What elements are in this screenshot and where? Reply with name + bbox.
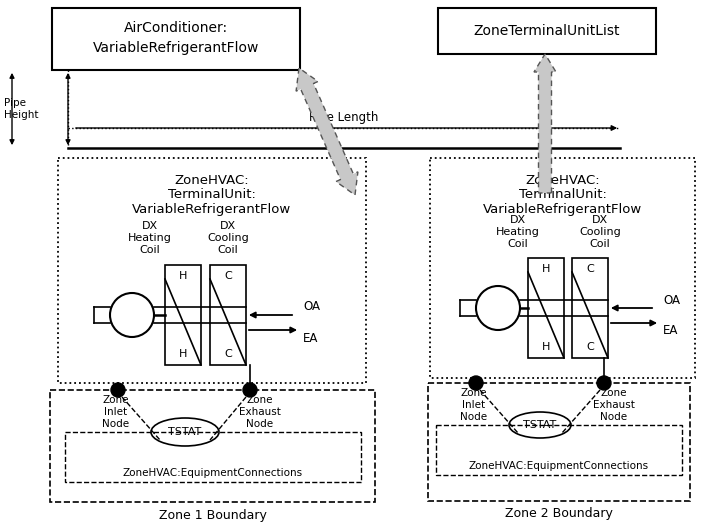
Text: EA: EA [303,331,319,344]
Text: Pipe Length: Pipe Length [309,111,379,124]
Polygon shape [296,68,358,195]
Circle shape [597,376,611,390]
Text: Zone
Inlet
Node: Zone Inlet Node [103,395,130,428]
Text: Zone
Exhaust
Node: Zone Exhaust Node [239,395,281,428]
Text: TSTAT: TSTAT [523,420,556,430]
Text: AirConditioner:: AirConditioner: [124,21,228,35]
Text: EA: EA [663,324,678,338]
Text: C: C [586,264,594,274]
Text: C: C [224,271,232,281]
Text: VariableRefrigerantFlow: VariableRefrigerantFlow [132,204,292,216]
Bar [210,265,246,365]
Bar [430,158,695,378]
Text: DX
Heating
Coil: DX Heating Coil [128,222,172,255]
Text: H: H [179,349,187,359]
Bar [165,265,201,365]
Circle shape [469,376,483,390]
Text: VariableRefrigerantFlow: VariableRefrigerantFlow [483,204,642,216]
Text: TerminalUnit:: TerminalUnit: [518,188,607,202]
Text: Zone
Inlet
Node: Zone Inlet Node [460,388,488,422]
Bar [436,425,682,475]
Bar [438,8,656,54]
Text: DX
Heating
Coil: DX Heating Coil [496,215,540,249]
Bar [528,258,564,358]
Text: H: H [542,264,550,274]
Text: C: C [224,349,232,359]
Text: VariableRefrigerantFlow: VariableRefrigerantFlow [93,41,259,55]
Text: Zone 1 Boundary: Zone 1 Boundary [159,509,266,521]
Text: Pipe
Height: Pipe Height [4,98,38,120]
Bar [572,258,608,358]
Text: C: C [586,342,594,352]
Text: TSTAT: TSTAT [169,427,202,437]
Text: ZoneHVAC:EquipmentConnections: ZoneHVAC:EquipmentConnections [123,468,303,478]
Text: Zone 2 Boundary: Zone 2 Boundary [505,508,613,520]
Text: ZoneHVAC:: ZoneHVAC: [525,173,600,186]
Bar [50,390,375,502]
Text: TerminalUnit:: TerminalUnit: [168,188,256,202]
Text: DX
Cooling
Coil: DX Cooling Coil [207,222,249,255]
Circle shape [111,383,125,397]
Bar [52,8,300,70]
Bar [65,432,361,482]
Text: ZoneHVAC:EquipmentConnections: ZoneHVAC:EquipmentConnections [469,461,649,471]
Text: OA: OA [663,293,680,307]
Text: H: H [179,271,187,281]
Bar [428,383,690,501]
Text: DX
Cooling
Coil: DX Cooling Coil [579,215,621,249]
Text: OA: OA [303,300,320,313]
Text: H: H [542,342,550,352]
Text: Zone
Exhaust
Node: Zone Exhaust Node [593,388,635,422]
Circle shape [243,383,257,397]
Bar [58,158,366,383]
Polygon shape [534,54,556,193]
Text: ZoneTerminalUnitList: ZoneTerminalUnitList [474,24,620,38]
Text: ZoneHVAC:: ZoneHVAC: [175,173,249,186]
